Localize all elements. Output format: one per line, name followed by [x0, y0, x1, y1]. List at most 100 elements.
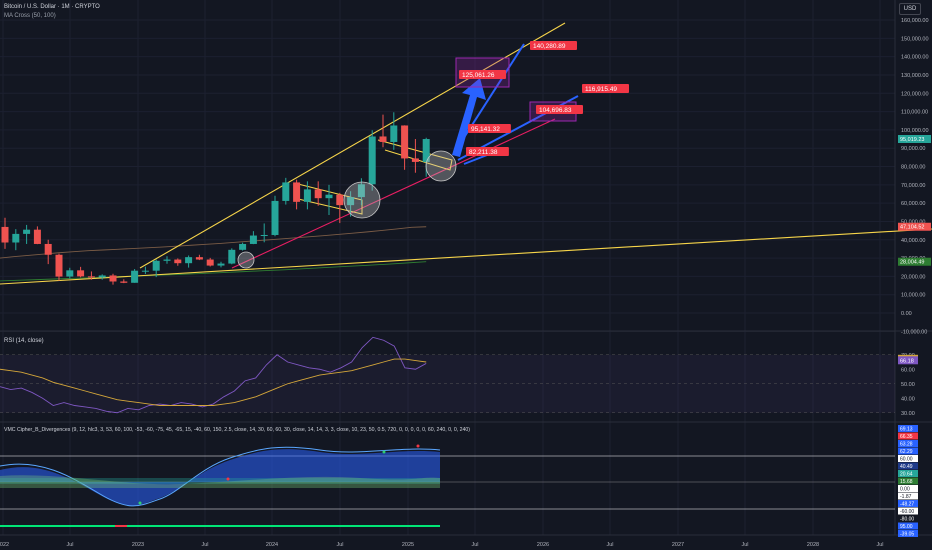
- rsi-badge: [898, 356, 918, 365]
- rsi-badge-text: 66.18: [900, 358, 914, 364]
- vmc-badge: [898, 522, 918, 530]
- price-tick: 40,000.00: [901, 238, 925, 244]
- vmc-badge-text: 15.68: [900, 479, 913, 485]
- price-tick: 50,000.00: [901, 219, 925, 225]
- ma-50-line: [0, 226, 427, 259]
- candle-body: [401, 125, 409, 159]
- vmc-badge: [898, 455, 918, 462]
- price-tick: 20,000.00: [901, 274, 925, 280]
- price-badge: [898, 134, 931, 143]
- vmc-badge: [898, 530, 918, 537]
- vmc-money-flow-area: [0, 475, 440, 488]
- vmc-badge-text: 69.13: [900, 427, 913, 433]
- currency-badge[interactable]: USD: [899, 3, 921, 15]
- candle-body: [206, 259, 214, 266]
- vmc-badge-text: -39.05: [900, 532, 914, 538]
- candle-body: [422, 139, 430, 162]
- candle-body: [131, 270, 139, 283]
- price-tick: 80,000.00: [901, 165, 925, 171]
- price-tick: 150,000.00: [901, 36, 929, 42]
- time-tick: 2022: [0, 542, 9, 548]
- rsi-title: RSI (14, close): [4, 338, 44, 344]
- vmc-title: VMC Cipher_B_Divergences (9, 12, hlc3, 3…: [4, 427, 470, 433]
- vmc-badge-text: 66.35: [900, 434, 913, 440]
- price-label: 116,915.49: [585, 86, 617, 93]
- price-tick: 110,000.00: [901, 110, 928, 116]
- price-label-bg: [536, 105, 583, 114]
- symbol-title: Bitcoin / U.S. Dollar · 1M · CRYPTO: [4, 4, 100, 10]
- candle-body: [217, 263, 225, 266]
- vmc-badge: [898, 477, 918, 485]
- candle-body: [98, 275, 106, 278]
- time-tick: Jul: [66, 542, 73, 548]
- candle-body: [12, 233, 20, 243]
- candle-body: [195, 257, 203, 260]
- time-tick: Jul: [606, 542, 613, 548]
- price-tick: 0.00: [901, 311, 912, 317]
- candle-body: [66, 270, 74, 277]
- vmc-badge-text: -60.00: [900, 509, 914, 515]
- candle-body: [152, 260, 160, 271]
- vmc-signal-dot: [138, 501, 142, 505]
- candle-body: [23, 229, 31, 234]
- candle-body: [120, 281, 128, 283]
- price-label-bg: [459, 70, 506, 79]
- price-badge-text: 28,004.49: [900, 260, 924, 266]
- price-tick: 70,000.00: [901, 183, 925, 189]
- candle-body: [55, 254, 63, 277]
- candle-body: [87, 276, 95, 278]
- ma-100-line: [0, 261, 427, 282]
- candle-body: [379, 136, 387, 142]
- candle-body: [260, 234, 268, 236]
- candle-body: [249, 235, 257, 244]
- vmc-money-flow: [0, 478, 440, 484]
- candle-body: [303, 189, 311, 202]
- time-tick: Jul: [471, 542, 478, 548]
- time-tick: Jul: [741, 542, 748, 548]
- candle-body: [314, 189, 322, 199]
- time-tick: 2024: [266, 542, 278, 548]
- vmc-badge-text: 60.00: [900, 457, 913, 463]
- price-label: 95,141.32: [471, 126, 500, 133]
- candle-body: [109, 275, 117, 282]
- price-label-bg: [466, 147, 509, 156]
- candle-body: [163, 259, 171, 261]
- vmc-badge-text: -80.00: [900, 517, 914, 523]
- price-label: 125,061.26: [462, 72, 495, 79]
- candle-body: [174, 259, 182, 264]
- projection-arrow: [452, 78, 486, 157]
- price-axis: 160,000.00 150,000.00 140,000.00 130,000.00…: [898, 18, 931, 335]
- vmc-badge: [898, 500, 918, 507]
- vmc-wave-area: [0, 449, 440, 506]
- price-tick: 60,000.00: [901, 201, 925, 207]
- vmc-badge-text: 63.28: [900, 442, 913, 448]
- candle-body: [1, 226, 9, 243]
- candle-body: [325, 194, 333, 199]
- candle-body: [282, 182, 290, 201]
- ma-cross-label: MA Cross (50, 100): [4, 13, 56, 19]
- time-tick: Jul: [336, 542, 343, 548]
- vmc-badge-text: -1.87: [900, 494, 912, 500]
- vmc-badge: [898, 462, 918, 470]
- support-trendline: [0, 228, 932, 285]
- vmc-signal-dot: [382, 450, 386, 454]
- rsi-tick: 50.00: [901, 382, 915, 388]
- rsi-pane: RSI (14, close)70.0060.0050.0040.0030.00…: [0, 336, 918, 417]
- vmc-badge: [898, 470, 918, 477]
- rsi-tick: 60.00: [901, 367, 915, 373]
- price-label-bg: [468, 124, 511, 133]
- vmc-badge: [898, 507, 918, 515]
- price-badge: [898, 257, 931, 266]
- candle-body: [411, 158, 419, 162]
- time-tick: 2027: [672, 542, 684, 548]
- price-label: 82,211.38: [469, 149, 498, 156]
- grid-lines: [0, 0, 932, 536]
- upper-trendline: [139, 22, 566, 269]
- vmc-badge: [898, 447, 918, 455]
- price-label-bg: [582, 84, 629, 93]
- time-tick: Jul: [201, 542, 208, 548]
- rsi-line: [0, 336, 427, 414]
- price-badge-text: 95,019.23: [900, 137, 924, 143]
- vmc-badge: [898, 440, 918, 447]
